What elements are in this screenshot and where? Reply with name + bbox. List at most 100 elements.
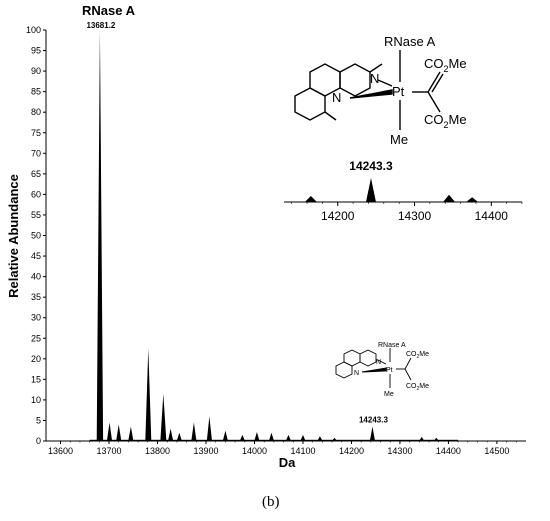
inset-tick-label: 14400 <box>475 209 509 223</box>
inset-tick-label: 14200 <box>321 209 355 223</box>
inset-peaks-group <box>304 178 479 202</box>
small-structure-ester-label-top: CO2Me <box>406 351 429 360</box>
inset-peak <box>466 197 479 202</box>
y-tick-label: 35 <box>31 292 41 302</box>
y-tick-label: 45 <box>31 251 41 261</box>
peak-annotation: 14243.3 <box>359 416 388 425</box>
small-structure-pt-label: Pt <box>386 367 393 374</box>
y-tick-label: 90 <box>31 66 41 76</box>
spectrum-peak <box>116 424 122 441</box>
y-tick-label: 85 <box>31 87 41 97</box>
inset-tick-group: 14200 14300 14400 <box>291 202 523 223</box>
small-ring-b-shape <box>359 349 377 367</box>
small-structure-top-label: RNase A <box>378 342 406 349</box>
structure-top-label: RNase A <box>384 34 436 49</box>
vinyl-up-bond <box>427 71 441 93</box>
n-pt-bond-1 <box>377 79 393 87</box>
main-annotations-group: 13681.2 14243.3 <box>86 21 388 425</box>
spectrum-baseline <box>89 439 459 441</box>
spectrum-peak <box>176 432 182 441</box>
x-tick-label: 14500 <box>484 446 509 456</box>
main-plot-axes <box>45 30 526 442</box>
small-structure-n-label-2: N <box>354 370 359 377</box>
x-tick-label: 14100 <box>290 446 315 456</box>
x-tick-label: 14200 <box>339 446 364 456</box>
methyl-bond-bottom <box>324 111 337 121</box>
pt-complex-structure-large <box>294 50 444 130</box>
y-tick-label: 25 <box>31 333 41 343</box>
y-tick-label: 70 <box>31 148 41 158</box>
x-tick-label: 14400 <box>436 446 461 456</box>
y-tick-label: 30 <box>31 313 41 323</box>
spectrum-peak <box>96 30 104 441</box>
x-axis-title: Da <box>279 455 296 470</box>
structure-ester-label-top: CO2Me <box>424 56 467 74</box>
pt-complex-structure-small <box>335 348 412 388</box>
small-structure-n-label-1: N <box>376 359 381 366</box>
structure-me-label: Me <box>390 132 408 147</box>
y-tick-label: 10 <box>31 395 41 405</box>
y-tick-label: 75 <box>31 128 41 138</box>
structure-n-label-1: N <box>370 71 379 86</box>
small-vinyl-up-bond <box>404 357 412 370</box>
inset-peak <box>443 194 456 202</box>
y-tick-label: 55 <box>31 210 41 220</box>
small-n-pt-bond <box>377 359 387 365</box>
x-tick-label: 13600 <box>48 446 73 456</box>
spectrum-peak <box>206 416 212 441</box>
n-pt-wedge <box>349 89 393 99</box>
y-tick-label: 60 <box>31 189 41 199</box>
spectrum-peak <box>254 431 260 441</box>
small-structure-ester-label-bottom: CO2Me <box>406 383 429 392</box>
structure-n-label-2: N <box>332 90 341 105</box>
spectrum-peak <box>160 393 167 441</box>
inset-annotations-group: 14243.3 <box>349 159 393 173</box>
spectrum-peak <box>268 432 275 441</box>
spectrum-peak <box>300 434 306 441</box>
spectrum-peak <box>168 428 174 441</box>
spectrum-peak <box>222 430 228 441</box>
small-structure-me-label: Me <box>384 391 394 398</box>
y-tick-label: 100 <box>26 25 41 35</box>
spectrum-peak <box>128 426 134 441</box>
inset-tick-label: 14300 <box>398 209 432 223</box>
main-peaks-group <box>89 30 459 441</box>
inset-peak <box>304 196 317 202</box>
spectrum-peak <box>239 434 245 441</box>
small-n-pt-wedge <box>361 367 387 373</box>
x-tick-group: 13600 13700 13800 13900 14000 14100 14200 14300… <box>48 441 517 456</box>
y-tick-label: 95 <box>31 46 41 56</box>
structure-ester-label-bottom: CO2Me <box>424 112 467 130</box>
spectrum-peak <box>285 434 292 441</box>
spectrum-peak <box>145 348 152 441</box>
methyl-bond-top <box>369 63 383 73</box>
ring-c-shape <box>294 87 326 121</box>
x-tick-label: 14000 <box>242 446 267 456</box>
inset-plot: 14200 14300 14400 14243.3 <box>284 159 523 223</box>
chart-title: RNase A <box>82 3 136 18</box>
spectrum-peak <box>191 422 197 441</box>
spectrum-peak <box>106 422 113 441</box>
x-tick-label: 13800 <box>145 446 170 456</box>
y-tick-label: 80 <box>31 107 41 117</box>
x-tick-label: 13900 <box>193 446 218 456</box>
ring-b-shape <box>339 63 371 97</box>
spectrum-peak <box>317 436 323 441</box>
spectrum-peak <box>369 426 376 441</box>
y-tick-label: 5 <box>36 415 41 425</box>
y-tick-label: 20 <box>31 354 41 364</box>
y-tick-label: 0 <box>36 436 41 446</box>
y-tick-label: 65 <box>31 169 41 179</box>
x-tick-label: 14300 <box>387 446 412 456</box>
small-ring-c-shape <box>335 361 353 379</box>
inset-peak <box>365 178 376 202</box>
x-tick-label: 13700 <box>97 446 122 456</box>
y-tick-label: 15 <box>31 374 41 384</box>
y-tick-label: 40 <box>31 272 41 282</box>
structure-pt-label: Pt <box>392 84 405 99</box>
small-vinyl-down-bond <box>404 368 412 381</box>
peak-annotation: 13681.2 <box>86 21 115 30</box>
y-tick-group: 0 5 10 15 20 25 30 35 40 45 50 55 60 65 70 75 80 85 90 95 10… <box>26 25 46 446</box>
vinyl-down-bond <box>427 91 441 113</box>
